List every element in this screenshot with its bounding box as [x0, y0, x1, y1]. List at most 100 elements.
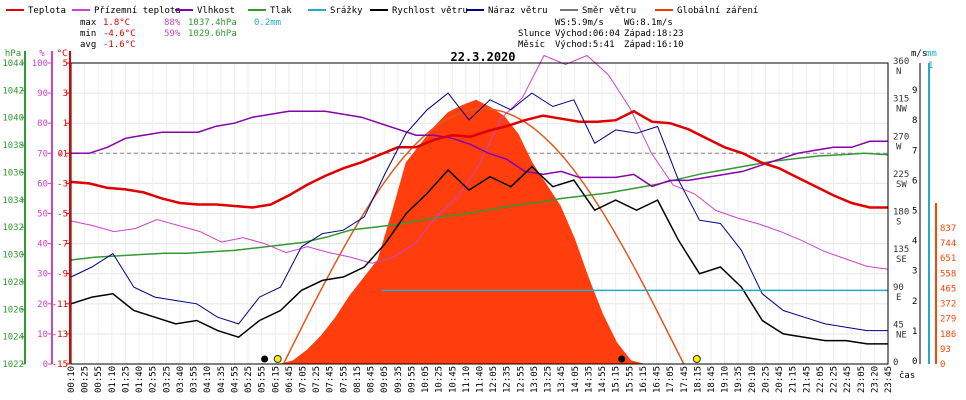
x-tick-label: 17:45: [680, 366, 690, 393]
radiation-tick-label: 558: [940, 269, 956, 279]
x-tick-label: 21:45: [802, 366, 812, 393]
x-tick-label: 10:45: [448, 366, 458, 393]
rain-top-label: 1: [928, 61, 933, 71]
x-tick-label: 01:40: [135, 366, 145, 393]
x-tick-label: 15:15: [612, 366, 622, 393]
pressure-tick-label: 1022: [2, 360, 24, 370]
humidity-tick-label: 80: [37, 119, 48, 129]
info-sun-set: Západ:18:23: [624, 29, 684, 39]
chart-title: 22.3.2020: [450, 50, 515, 64]
temperature-tick-label: 1: [63, 119, 68, 129]
temperature-tick-label: -9: [57, 270, 68, 280]
legend-label: Náraz větru: [488, 6, 548, 16]
marks: [261, 355, 701, 363]
humidity-tick-label: 100: [32, 59, 48, 69]
direction-tick-label: 90: [893, 283, 904, 293]
stats-temp: 1.8°C: [103, 18, 130, 28]
direction-letter: N: [896, 67, 901, 77]
x-axis-label: čas: [899, 370, 915, 381]
stats-rain: 0.2mm: [254, 18, 281, 28]
stats-pressure: 1037.4hPa: [188, 18, 237, 28]
humidity-tick-label: 40: [37, 240, 48, 250]
humidity-tick-label: 10: [37, 330, 48, 340]
info-ws: WS:5.9m/s: [555, 18, 604, 28]
x-tick-label: 10:05: [421, 366, 431, 393]
pressure-tick-label: 1032: [2, 223, 24, 233]
x-tick-label: 06:45: [285, 366, 295, 393]
pressure-tick-label: 1044: [2, 59, 24, 69]
sun-moon-info: WS:5.9m/s WG:8.1m/s Slunce Východ:06:04 Zápa…: [518, 18, 684, 50]
temperature-tick-label: -15: [52, 360, 68, 370]
moonset-marker: [618, 355, 626, 363]
x-tick-label: 12:55: [516, 366, 526, 393]
series-line-n-raz-v-tru: [70, 92, 888, 332]
x-tick-label: 00:10: [67, 366, 77, 393]
x-tick-label: 13:45: [557, 366, 567, 393]
x-tick-label: 22:45: [843, 366, 853, 393]
legend-label: Globální záření: [677, 6, 758, 16]
info-sun-label: Slunce: [518, 29, 551, 39]
humidity-tick-label: 60: [37, 179, 48, 189]
x-tick-label: 07:05: [298, 366, 308, 393]
x-tick-label: 00:25: [81, 366, 91, 393]
pressure-tick-label: 1040: [2, 114, 24, 124]
legend-label: Tlak: [270, 6, 292, 16]
x-tick-label: 14:05: [571, 366, 581, 393]
direction-tick-label: 225: [893, 170, 909, 180]
radiation-tick-label: 744: [940, 239, 956, 249]
stats-label: avg: [80, 40, 96, 50]
wind-tick-label: 3: [912, 267, 917, 277]
humidity-unit-label: %: [39, 49, 45, 59]
x-tick-label: 04:10: [203, 366, 213, 393]
wind-unit-label: m/s: [911, 49, 927, 59]
x-tick-label: 05:55: [258, 366, 268, 393]
humidity-tick-label: 50: [37, 210, 48, 220]
x-tick-label: 11:40: [476, 366, 486, 393]
x-tick-label: 14:35: [584, 366, 594, 393]
x-tick-label: 07:25: [312, 366, 322, 393]
radiation-tick-label: 0: [940, 360, 945, 370]
x-tick-label: 01:10: [108, 366, 118, 393]
pressure-tick-label: 1026: [2, 305, 24, 315]
wind-tick-label: 5: [912, 207, 917, 217]
info-wg: WG:8.1m/s: [624, 18, 673, 28]
legend-label: Přízemní teplota: [94, 6, 181, 16]
direction-tick-label: 315: [893, 95, 909, 105]
radiation-tick-label: 837: [940, 224, 956, 234]
pressure-unit-label: hPa: [5, 49, 21, 59]
x-tick-label: 03:25: [162, 366, 172, 393]
radiation-area: [250, 99, 660, 364]
pressure-tick-label: 1036: [2, 168, 24, 178]
x-tick-label: 04:55: [230, 366, 240, 393]
x-tick-label: 09:55: [407, 366, 417, 393]
radiation-tick-label: 372: [940, 300, 956, 310]
pressure-tick-label: 1028: [2, 278, 24, 288]
x-tick-label: 17:05: [666, 366, 676, 393]
wind-tick-label: 1: [912, 327, 917, 337]
stats-block: max 1.8°C 88% 1037.4hPa 0.2mm min -4.6°C 59% 102…: [80, 18, 281, 50]
x-tick-label: 19:35: [734, 366, 744, 393]
direction-letter: NW: [896, 105, 907, 115]
sunrise-marker: [273, 355, 282, 363]
rain-unit-label: mm: [926, 49, 937, 59]
series-lines: [70, 54, 889, 345]
temperature-tick-label: -13: [52, 330, 68, 340]
wind-tick-label: 2: [912, 297, 917, 307]
wind-tick-label: 7: [912, 146, 917, 156]
x-tick-label: 18:45: [707, 366, 717, 393]
x-tick-label: 21:15: [789, 366, 799, 393]
stats-humidity: 59%: [164, 29, 181, 39]
x-tick-label: 01:25: [121, 366, 131, 393]
humidity-tick-label: 90: [37, 89, 48, 99]
wind-tick-label: 8: [912, 116, 917, 126]
x-tick-label: 22:05: [816, 366, 826, 393]
legend-label: Srážky: [330, 6, 363, 16]
legend-label: Vlhkost: [197, 6, 235, 16]
pressure-tick-label: 1038: [2, 141, 24, 151]
x-tick-label: 06:15: [271, 366, 281, 393]
info-moon-rise: Východ:5:41: [555, 40, 615, 50]
temperature-tick-label: -7: [57, 240, 68, 250]
temperature-unit-label: °C: [57, 49, 68, 59]
x-tick-label: 19:10: [721, 366, 731, 393]
